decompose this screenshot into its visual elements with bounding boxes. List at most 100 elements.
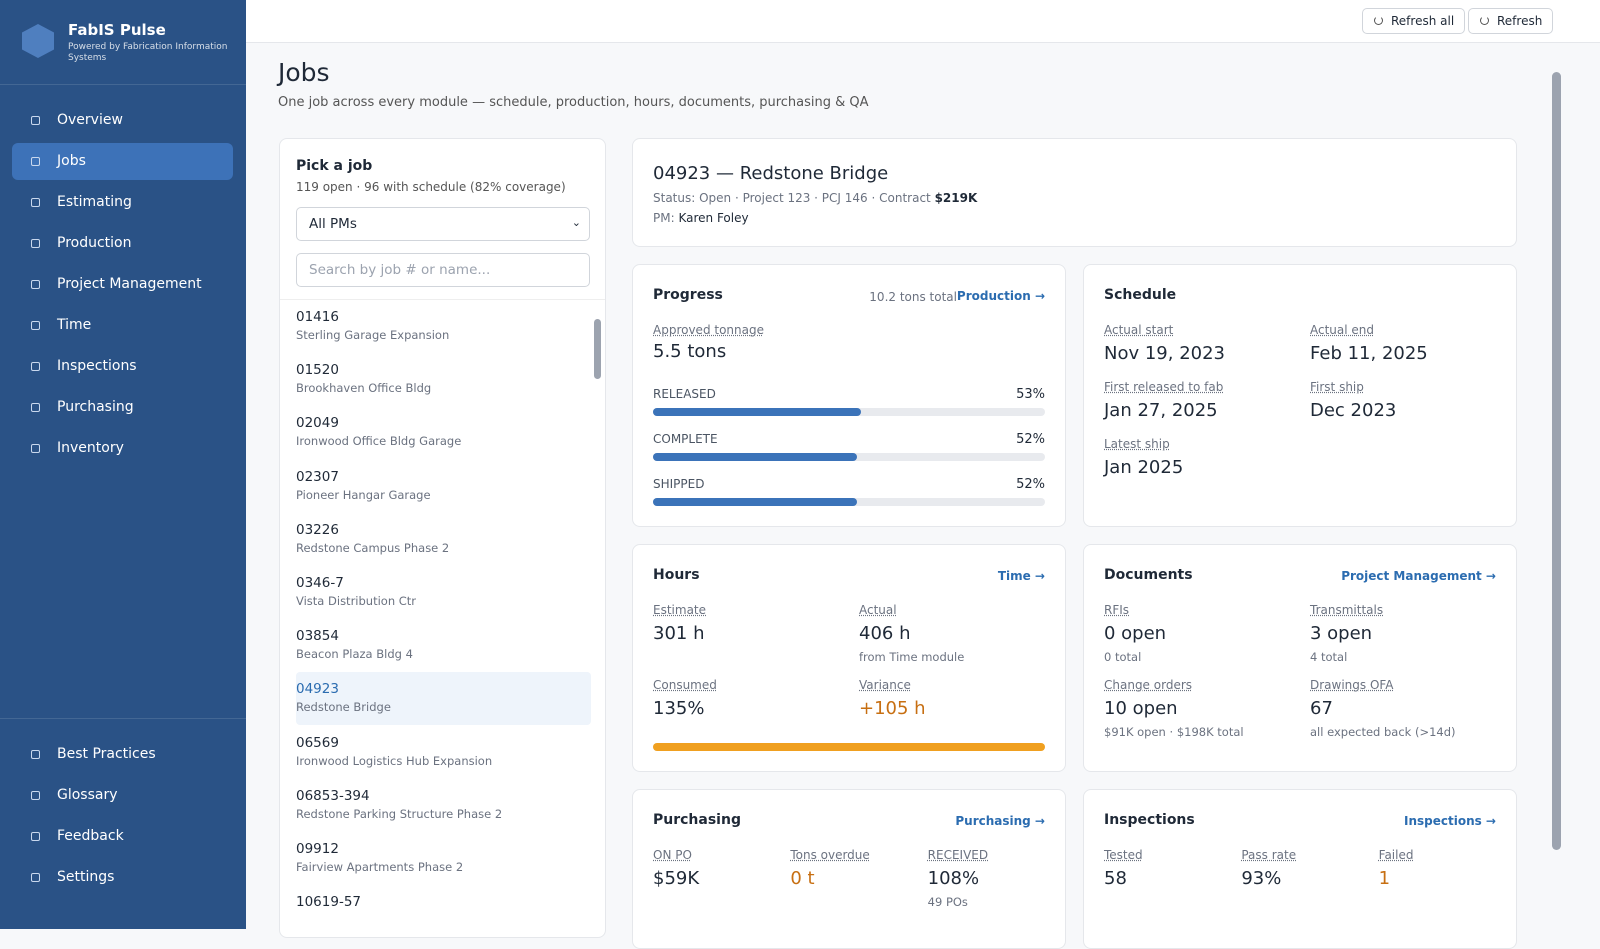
stat-label: Tested	[1104, 848, 1143, 862]
schedule-card: Schedule Actual start Nov 19, 2023 Actual …	[1083, 264, 1517, 527]
divider	[280, 299, 605, 300]
nav-icon	[31, 280, 40, 289]
job-item[interactable]: 06853-394 Redstone Parking Structure Phas…	[296, 779, 591, 832]
nav-item[interactable]: Glossary	[12, 777, 233, 814]
stat-label: First released to fab	[1104, 380, 1224, 394]
card-link[interactable]: Project Management →	[1341, 569, 1496, 583]
page-title: Jobs	[278, 58, 330, 87]
nav-label: Feedback	[57, 828, 124, 844]
logo	[22, 24, 54, 58]
nav-item[interactable]: Time	[12, 307, 233, 344]
refresh-button[interactable]: Refresh	[1468, 8, 1554, 34]
job-item[interactable]: 10619-57	[296, 885, 591, 938]
nav-item[interactable]: Settings	[12, 859, 233, 896]
nav-item[interactable]: Best Practices	[12, 736, 233, 773]
nav-icon	[31, 832, 40, 841]
list-scrollbar[interactable]	[594, 319, 601, 379]
stat-label: RECEIVED	[927, 848, 989, 862]
job-number: 06569	[296, 734, 339, 751]
job-item[interactable]: 06569 Ironwood Logistics Hub Expansion	[296, 726, 591, 779]
nav-icon	[31, 239, 40, 248]
stat: RECEIVED 108% 49 POs	[928, 848, 1045, 909]
stat-value: Feb 11, 2025	[1310, 343, 1428, 364]
stat-value: 5.5 tons	[653, 341, 727, 362]
scrollbar[interactable]	[1552, 72, 1561, 850]
chevron: ⌄	[571, 216, 581, 229]
bar-label: RELEASED	[653, 387, 716, 401]
card-link[interactable]: Purchasing →	[955, 814, 1045, 828]
job-item[interactable]: 03854 Beacon Plaza Bldg 4	[296, 619, 591, 672]
nav-item[interactable]: Estimating	[12, 184, 233, 221]
job-name: Redstone Campus Phase 2	[296, 540, 450, 555]
job-item[interactable]: 09912 Fairview Apartments Phase 2	[296, 832, 591, 885]
job-item[interactable]: 02049 Ironwood Office Bldg Garage	[296, 406, 591, 459]
bar-track	[653, 453, 1045, 461]
job-item[interactable]: 01416 Sterling Garage Expansion	[296, 300, 591, 353]
job-name: Brookhaven Office Bldg	[296, 381, 432, 396]
card-link[interactable]: Time →	[997, 569, 1045, 583]
nav-item[interactable]: Production	[12, 225, 233, 262]
nav-item[interactable]: Inventory	[12, 430, 233, 467]
stat-label: Actual start	[1104, 323, 1174, 337]
job-header: 04923 — Redstone Bridge Status: Open · P…	[632, 138, 1517, 247]
stat-label: Failed	[1378, 848, 1414, 862]
nav-item[interactable]: Overview	[12, 102, 233, 139]
stat: Transmittals 3 open 4 total	[1310, 603, 1496, 664]
bar-track	[653, 408, 1045, 416]
nav-icon	[31, 116, 40, 125]
consumed-bar	[653, 743, 1045, 751]
stat-value: 1	[1378, 868, 1391, 889]
page-subtitle: One job across every module — schedule, …	[278, 95, 869, 110]
stat-note: 49 POs	[927, 895, 968, 909]
brand: FabIS Pulse Powered by Fabrication Infor…	[20, 18, 240, 78]
job-item[interactable]: 03226 Redstone Campus Phase 2	[296, 513, 591, 566]
stat: Actual start Nov 19, 2023	[1104, 323, 1290, 364]
pm-name: Karen Foley	[678, 211, 749, 225]
nav-icon	[31, 403, 40, 412]
bar-fill	[653, 453, 857, 461]
bar-label: COMPLETE	[653, 432, 718, 446]
job-name: Pioneer Hangar Garage	[296, 487, 431, 502]
stat-value: Jan 2025	[1104, 457, 1184, 478]
card-title: Purchasing	[653, 812, 741, 828]
job-item[interactable]: 0346-7 Vista Distribution Ctr	[296, 566, 591, 619]
job-name: Beacon Plaza Bldg 4	[296, 647, 413, 662]
card-title: Hours	[653, 567, 700, 583]
nav-item[interactable]: Inspections	[12, 348, 233, 385]
card-link[interactable]: Inspections →	[1403, 814, 1496, 828]
nav-label: Glossary	[57, 787, 118, 803]
pm-select[interactable]: All PMs ⌄	[296, 207, 590, 241]
search-input[interactable]: Search by job # or name...	[296, 253, 590, 287]
nav-item[interactable]: Project Management	[12, 266, 233, 303]
stat-value: Dec 2023	[1310, 400, 1397, 421]
nav-item[interactable]: Jobs	[12, 143, 233, 180]
nav-icon	[31, 750, 40, 759]
job-number: 02307	[296, 468, 339, 485]
stat-label: Pass rate	[1241, 848, 1297, 862]
app-tagline: Powered by Fabrication Information Syste…	[68, 42, 228, 63]
job-item[interactable]: 02307 Pioneer Hangar Garage	[296, 460, 591, 513]
picker-summary: 119 open · 96 with schedule (82% coverag…	[296, 180, 566, 194]
pm-label: PM:	[653, 211, 675, 225]
documents-card: Documents Project Management → RFIs 0 ope…	[1083, 544, 1517, 772]
stat-label: Transmittals	[1310, 603, 1384, 617]
pm-select-value: All PMs	[309, 216, 357, 232]
nav-item[interactable]: Purchasing	[12, 389, 233, 426]
card-link[interactable]: Production →	[956, 289, 1045, 303]
bar-value: 53%	[1016, 387, 1045, 402]
job-item[interactable]: 01520 Brookhaven Office Bldg	[296, 353, 591, 406]
stat: Variance +105 h	[859, 678, 1045, 719]
job-name: Ironwood Logistics Hub Expansion	[296, 753, 493, 768]
stat-grid: Tested 58 Pass rate 93% Failed 1	[1104, 848, 1496, 889]
nav-label: Time	[57, 317, 92, 333]
refresh-all-button[interactable]: Refresh all	[1362, 8, 1466, 34]
stat: ON PO $59K	[653, 848, 770, 909]
stat-value: Jan 27, 2025	[1104, 400, 1218, 421]
job-meta-text: Status: Open · Project 123 · PCJ 146 · C…	[653, 191, 931, 205]
job-number: 01520	[296, 362, 339, 379]
stat-note: $91K open · $198K total	[1104, 725, 1244, 739]
nav-label: Inspections	[57, 358, 137, 374]
job-item[interactable]: 04923 Redstone Bridge	[296, 672, 591, 726]
nav-label: Estimating	[57, 194, 132, 210]
nav-item[interactable]: Feedback	[12, 818, 233, 855]
